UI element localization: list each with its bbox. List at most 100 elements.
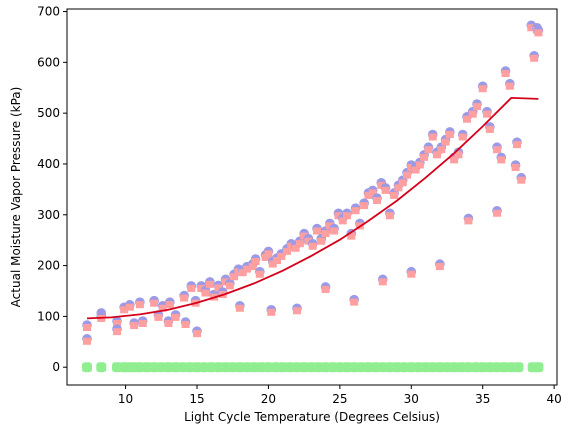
baseline-point <box>96 362 107 373</box>
data-point-square <box>214 284 223 292</box>
data-point-square <box>158 304 167 312</box>
plot-frame <box>66 8 558 386</box>
data-point-square <box>251 258 260 266</box>
data-point-square <box>398 179 407 187</box>
data-point-square <box>293 307 301 315</box>
data-point-square <box>267 308 276 316</box>
data-point-square <box>113 320 121 328</box>
data-point-square <box>187 284 196 292</box>
y-axis-label: Actual Moisture Vapor Pressure (kPa) <box>9 87 23 308</box>
data-point-square <box>390 191 399 199</box>
data-point-square <box>411 166 420 174</box>
data-point-square <box>368 189 377 197</box>
data-point-square <box>243 265 251 273</box>
data-point-square <box>360 202 369 210</box>
data-point-square <box>347 232 356 240</box>
y-tick-label: 100 <box>37 309 60 323</box>
data-point-square <box>373 197 381 205</box>
data-point-square <box>493 209 501 217</box>
data-point-square <box>517 176 526 184</box>
y-tick-label: 300 <box>37 208 60 222</box>
y-tick-label: 400 <box>37 157 60 171</box>
data-point-square <box>433 151 441 159</box>
data-point-square <box>295 240 304 248</box>
data-point-square <box>381 186 390 194</box>
data-point-square <box>511 164 520 172</box>
data-point-square <box>201 289 210 297</box>
data-point-square <box>313 227 321 235</box>
data-point-square <box>468 110 477 118</box>
data-point-square <box>291 244 300 252</box>
data-point-square <box>83 324 91 332</box>
data-point-square <box>165 301 174 309</box>
data-point-square <box>321 285 330 293</box>
data-point-square <box>317 237 326 245</box>
data-point-square <box>513 141 521 149</box>
data-point-square <box>193 330 201 338</box>
baseline-point <box>82 362 92 373</box>
data-point-square <box>501 70 510 78</box>
data-point-square <box>120 306 129 314</box>
data-point-square <box>171 313 180 321</box>
data-point-square <box>283 247 291 255</box>
data-point-square <box>463 115 471 123</box>
data-point-square <box>255 270 264 278</box>
x-axis-label: Light Cycle Temperature (Degrees Celsius… <box>184 410 440 424</box>
data-point-square <box>530 54 539 62</box>
data-point-square <box>458 133 467 141</box>
data-point-square <box>138 320 147 328</box>
data-point-square <box>385 212 394 220</box>
data-point-square <box>450 156 459 164</box>
data-point-square <box>350 298 359 306</box>
data-point-square <box>435 263 444 271</box>
data-point-square <box>225 282 234 290</box>
data-point-square <box>424 146 433 154</box>
data-point-square <box>248 263 257 271</box>
data-point-square <box>150 299 159 307</box>
data-point-square <box>394 184 403 192</box>
data-point-square <box>378 278 387 286</box>
data-point-square <box>304 237 313 245</box>
data-point-square <box>485 125 494 133</box>
data-point-square <box>415 161 424 169</box>
data-point-square <box>235 304 244 312</box>
baseline-point <box>513 362 524 373</box>
data-point-square <box>125 303 134 311</box>
data-point-square <box>473 103 481 111</box>
data-point-square <box>230 273 239 281</box>
x-tick-label: 25 <box>332 392 347 406</box>
data-point-square <box>420 153 429 161</box>
data-point-square <box>113 328 121 336</box>
data-point-square <box>83 337 91 345</box>
data-point-square <box>273 256 281 264</box>
x-tick-label: 20 <box>261 392 276 406</box>
data-point-square <box>181 321 190 329</box>
data-point-square <box>464 217 473 225</box>
data-point-square <box>180 294 189 302</box>
data-point-square <box>164 320 173 328</box>
data-point-square <box>205 280 214 288</box>
data-point-square <box>377 181 386 189</box>
data-point-square <box>338 217 347 225</box>
data-point-square <box>325 222 334 230</box>
data-point-square <box>154 313 163 321</box>
data-point-square <box>493 146 501 154</box>
data-point-square <box>534 29 543 37</box>
data-point-square <box>300 232 309 240</box>
x-tick-label: 10 <box>118 392 133 406</box>
fit-line <box>86 96 539 320</box>
y-tick-label: 600 <box>37 55 60 69</box>
data-point-square <box>308 242 317 250</box>
data-point-square <box>478 85 487 93</box>
data-point-square <box>330 227 339 235</box>
data-point-square <box>527 24 536 32</box>
data-point-square <box>135 301 144 309</box>
data-point-square <box>437 146 446 154</box>
data-point-square <box>497 156 506 164</box>
data-point-square <box>364 191 373 199</box>
data-point-square <box>428 133 437 141</box>
baseline-point <box>533 362 544 373</box>
data-point-square <box>445 130 454 138</box>
